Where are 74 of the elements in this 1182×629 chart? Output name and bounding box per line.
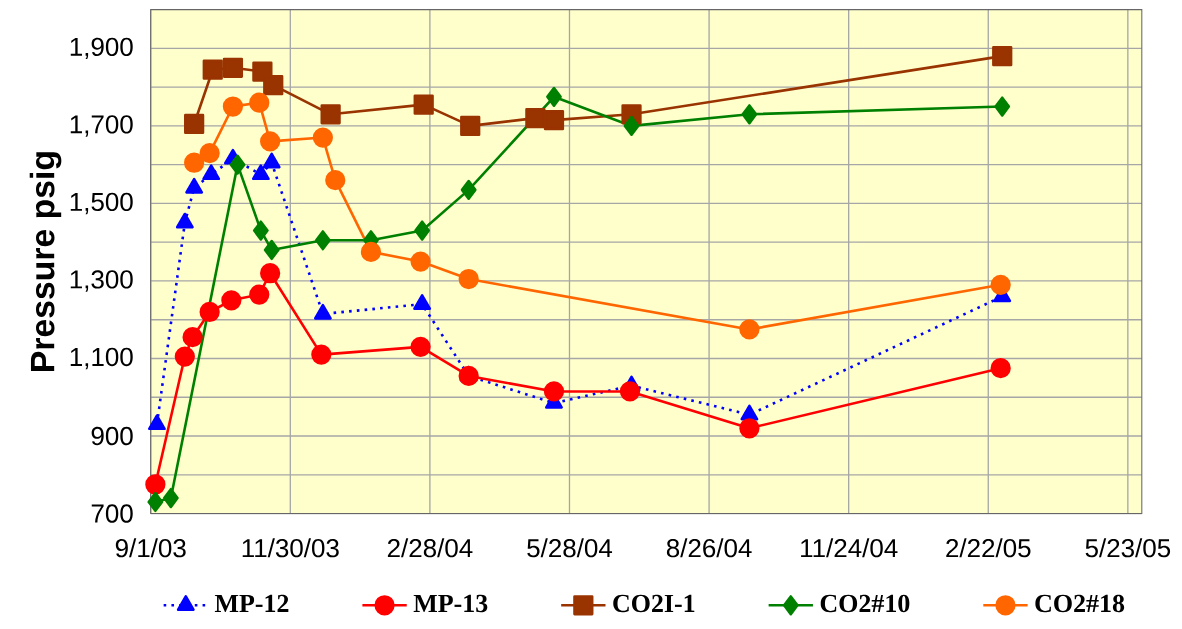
x-tick-label: 11/30/03 [242, 538, 339, 558]
y-tick-label: 1,500 [70, 192, 133, 215]
point [147, 491, 164, 513]
legend-label: CO2#10 [820, 594, 910, 613]
point [251, 164, 270, 181]
point [458, 268, 479, 290]
x-tick-label: 8/26/04 [666, 538, 752, 558]
point [311, 344, 332, 365]
point [260, 131, 281, 152]
x-tick-label: 5/28/04 [527, 538, 613, 558]
legend-label: CO2#18 [1035, 594, 1125, 613]
point [199, 142, 220, 164]
x-tick-label: 2/28/04 [387, 538, 473, 558]
point [543, 381, 565, 402]
point [320, 104, 341, 125]
point [199, 301, 220, 323]
legend-label: MP-12 [214, 594, 289, 612]
y-tick-label: 1,100 [70, 347, 133, 370]
point [222, 57, 244, 78]
point [413, 294, 432, 310]
point [221, 290, 242, 311]
x-tick-label: 2/22/05 [946, 538, 1031, 558]
legend-label: CO2I-1 [613, 594, 695, 613]
point [182, 327, 203, 348]
point [410, 251, 431, 272]
point [360, 241, 382, 263]
point [990, 274, 1011, 295]
point [414, 220, 431, 241]
point [229, 154, 246, 175]
point [619, 381, 641, 402]
point [325, 170, 346, 191]
point [458, 365, 479, 387]
point [990, 358, 1011, 379]
point [413, 94, 434, 115]
point [174, 346, 195, 367]
point [184, 152, 205, 173]
point [460, 115, 481, 137]
point [739, 319, 760, 340]
point [543, 109, 565, 131]
point [202, 164, 221, 181]
point [249, 92, 270, 113]
x-tick-label: 5/23/05 [1085, 538, 1171, 558]
point [740, 404, 759, 421]
point [147, 414, 166, 431]
y-tick-label: 1,700 [70, 115, 133, 137]
point [460, 179, 477, 201]
point [994, 96, 1011, 117]
point [222, 96, 244, 117]
point [739, 418, 760, 439]
point [260, 263, 281, 284]
point [312, 127, 333, 148]
y-tick-label: 700 [91, 504, 133, 523]
point [162, 487, 179, 509]
y-tick-label: 1,300 [70, 270, 133, 292]
point [145, 474, 166, 495]
point [249, 284, 270, 305]
point [252, 220, 269, 241]
x-tick-label: 9/1/03 [115, 538, 186, 558]
point [314, 230, 331, 251]
y-tick-label: 900 [91, 426, 133, 446]
point [525, 108, 546, 129]
point [992, 46, 1013, 67]
legend-label: MP-13 [413, 594, 488, 613]
point [263, 239, 280, 261]
point [202, 59, 223, 80]
point [546, 86, 562, 107]
point [623, 115, 640, 137]
y-tick-label: 1,900 [70, 37, 133, 60]
point [184, 113, 205, 135]
point [741, 104, 758, 125]
y-axis-title: Pressure psig [29, 152, 62, 371]
x-tick-label: 11/24/04 [801, 538, 898, 558]
point [263, 75, 284, 96]
point [410, 336, 431, 358]
